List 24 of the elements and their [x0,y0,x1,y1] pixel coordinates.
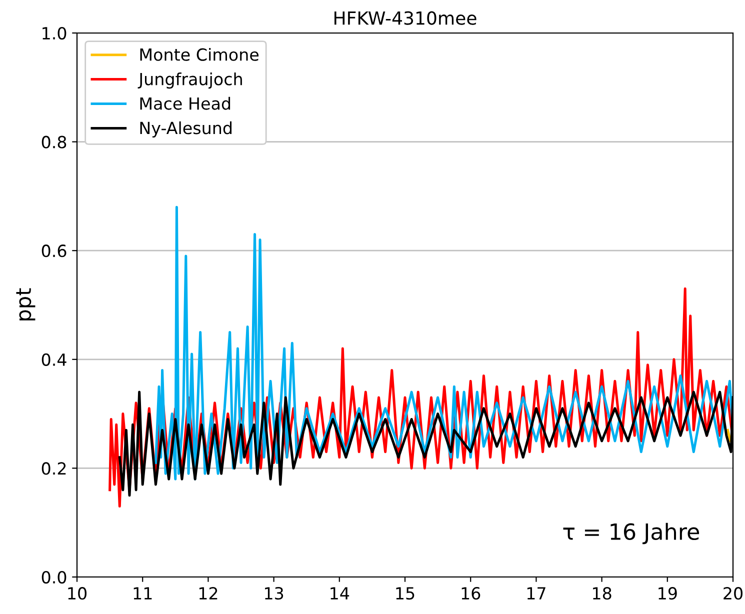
x-tick-label: 15 [396,587,414,600]
x-tick-label: 13 [265,587,284,600]
legend-label: Monte Cimone [140,48,259,61]
y-tick-label: 0.6 [42,244,66,258]
legend-label: Ny-Alesund [140,121,232,138]
x-tick-label: 12 [199,587,218,600]
x-tick-label: 17 [527,587,546,600]
y-tick-label: 0.4 [42,353,66,366]
x-tick-label: 20 [724,587,742,600]
x-tick-label: 19 [658,587,677,600]
legend-label: Jungfraujoch [138,72,242,89]
legend-label: Mace Head [140,96,230,110]
x-tick-label: 14 [330,587,350,600]
y-axis-title: ppt [16,288,36,320]
x-tick-label: 11 [134,587,152,600]
annotation: τ = 16 Jahre [563,522,700,544]
chart-title: HFKW-4310mee [334,11,476,25]
y-tick-label: 0.0 [42,570,66,584]
y-tick-label: 0.8 [42,136,66,148]
y-tick-label: 0.2 [42,462,66,475]
y-tick-label: 1.0 [42,26,66,40]
x-tick-label: 16 [462,587,480,600]
x-tick-label: 10 [68,587,86,600]
x-tick-label: 18 [593,587,612,600]
